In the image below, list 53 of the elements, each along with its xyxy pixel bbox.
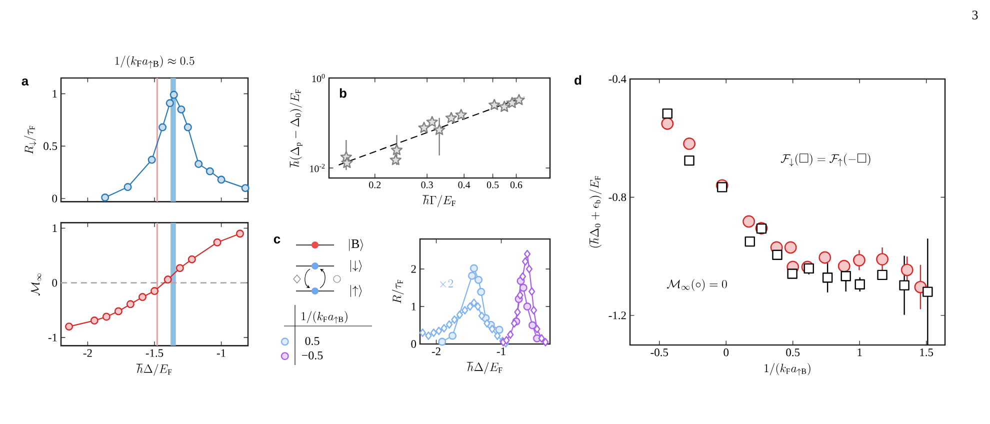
x-tick-label: 1 bbox=[858, 348, 862, 356]
x-tick-label: 1.5 bbox=[920, 348, 934, 356]
x-tick-label: -1 bbox=[216, 349, 226, 357]
x-tick-label: -1.5 bbox=[146, 349, 164, 357]
x-axis-title: $\hbar\Gamma/E_\mathrm{F}$ bbox=[422, 195, 456, 208]
y-tick-label: -1 bbox=[48, 334, 57, 342]
annotation: b bbox=[340, 88, 346, 98]
y-tick-label: -1.2 bbox=[608, 312, 626, 320]
y-tick-label: 0 bbox=[411, 340, 416, 348]
y-tick-label: 0.5 bbox=[44, 142, 58, 150]
y-tick-label: 1 bbox=[412, 302, 416, 310]
y-tick-label: 1 bbox=[52, 90, 57, 98]
y-tick-label: 2 bbox=[411, 265, 416, 273]
text: $|\mathrm{B}\rangle$ bbox=[349, 239, 363, 251]
x-axis-title: $\hbar\Delta/E_\mathrm{F}$ bbox=[136, 364, 172, 376]
y-axis-title: $(\hbar\Delta_0+\epsilon_\mathrm{b})/E_\mathrm{F}$ bbox=[590, 176, 602, 248]
y-axis-title: $\hbar(\Delta_\mathrm{p}-\Delta_0)/E_\mathrm{F}$ bbox=[290, 89, 302, 168]
annotation: $\mathcal{F}_\downarrow(\square)=\mathcal{F}_\uparrow(-\square)$ bbox=[780, 154, 870, 166]
x-axis-title: $1/(k_\mathrm{F}a_{\uparrow\mathrm{B}})$ bbox=[764, 363, 810, 376]
legend-label: 0.5 bbox=[305, 336, 320, 346]
x-tick-label: 0 bbox=[724, 348, 729, 356]
legend-label: −0.5 bbox=[302, 351, 323, 360]
y-axis-title: $R/\tau_\mathrm{F}$ bbox=[392, 280, 404, 304]
text: $|{\uparrow}\rangle$ bbox=[350, 285, 362, 297]
x-tick-label: 0.3 bbox=[421, 182, 433, 188]
x-tick-label: 0.5 bbox=[486, 182, 499, 188]
legend-title: $1/(k_\mathrm{F}a_{\uparrow\mathrm{B}})$ bbox=[302, 311, 348, 324]
x-tick-label: 0.6 bbox=[510, 182, 522, 188]
x-tick-label: 0.2 bbox=[369, 182, 381, 188]
x-tick-label: -1 bbox=[496, 348, 506, 356]
annotation: $\mathcal{M}_\infty(\circ)=0$ bbox=[666, 279, 727, 291]
y-tick-label: 10$^{0}$ bbox=[312, 74, 325, 82]
x-tick-label: 0.5 bbox=[786, 348, 800, 356]
text: c bbox=[274, 236, 280, 244]
y-tick-label: 0 bbox=[52, 278, 58, 287]
text: 3 bbox=[972, 10, 978, 20]
y-axis-title: $\mathcal{M}_\infty$ bbox=[30, 274, 42, 296]
y-tick-label: 10$^{-2}$ bbox=[310, 164, 325, 172]
chart-title: $1/(k_\mathrm{F}a_{\uparrow\mathrm{B}})\approx 0.5$ bbox=[115, 56, 194, 68]
x-tick-label: -2 bbox=[83, 349, 92, 357]
y-tick-label: -0.8 bbox=[608, 193, 626, 202]
x-tick-label: -0.5 bbox=[650, 348, 668, 356]
text: a bbox=[22, 78, 29, 86]
x-tick-label: 0.4 bbox=[458, 182, 470, 188]
y-tick-label: -0.4 bbox=[608, 75, 626, 83]
y-tick-label: 0 bbox=[52, 194, 58, 202]
y-axis-title: $R_\downarrow/\tau_\mathrm{F}$ bbox=[24, 126, 36, 154]
text: d bbox=[574, 75, 582, 85]
annotation: $\times 2$ bbox=[440, 279, 453, 288]
y-tick-label: 1 bbox=[52, 224, 57, 232]
x-tick-label: -2 bbox=[432, 348, 440, 356]
x-axis-title: $\hbar\Delta/E_\mathrm{F}$ bbox=[466, 362, 502, 374]
text: $|{\downarrow}\rangle$ bbox=[350, 260, 362, 272]
